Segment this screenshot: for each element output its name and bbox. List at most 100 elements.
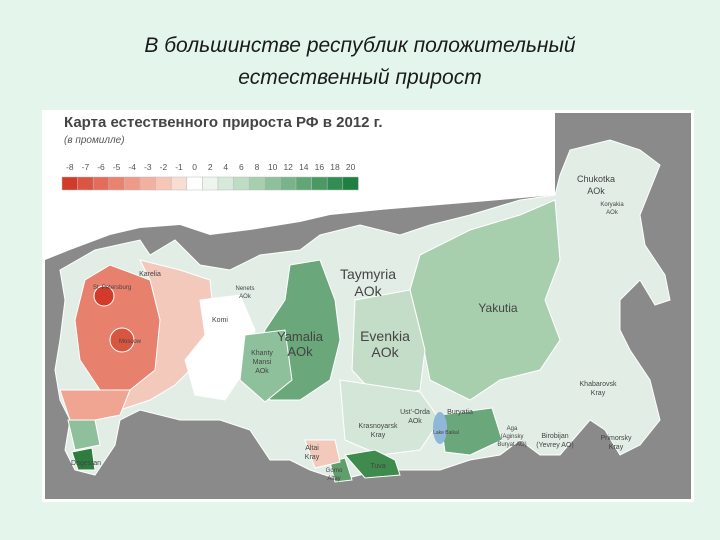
region-label: Buryatia <box>447 409 473 416</box>
legend-tick-label: -1 <box>175 162 183 172</box>
region-label: Chukotka <box>577 174 615 184</box>
region-label: Kray <box>591 390 606 397</box>
region-label: Mansi <box>253 359 272 366</box>
region <box>93 285 115 307</box>
region-label: Komi <box>212 317 228 324</box>
region-label: AOk <box>587 186 605 196</box>
region <box>74 264 161 391</box>
legend-tick-label: -4 <box>128 162 136 172</box>
legend-tick-label: 18 <box>330 162 340 172</box>
region-label: (Aginsky <box>500 434 523 440</box>
region-label: AOk <box>239 294 252 300</box>
legend-tick-label: 12 <box>283 162 293 172</box>
legend-swatch <box>202 176 219 191</box>
region <box>344 449 401 479</box>
legend-swatch <box>170 176 188 191</box>
legend-panel <box>45 195 555 260</box>
region-label: Yamalia <box>277 329 324 344</box>
region-label: Buryat AO) <box>497 442 526 448</box>
region-label: Birobijan <box>541 433 568 440</box>
region-label: St. Petersburg <box>93 285 131 291</box>
legend-tick-label: 2 <box>208 162 213 172</box>
legend-swatch <box>124 176 141 191</box>
map <box>54 139 671 483</box>
legend-swatch <box>155 176 172 191</box>
region <box>339 379 441 456</box>
legend-swatch <box>280 176 297 191</box>
region <box>239 329 293 403</box>
region-label: Altai <box>305 445 319 452</box>
legend-tick-label: -2 <box>160 162 168 172</box>
legend-tick-label: -6 <box>97 162 105 172</box>
region-label: Khabarovsk <box>580 381 617 388</box>
region-label: Karelia <box>139 271 161 278</box>
slide-title: В большинстве республик положительный <box>144 34 576 57</box>
legend-swatch <box>61 176 78 191</box>
slide-title: естественный прирост <box>238 66 481 89</box>
region-label: Khanty <box>251 350 273 357</box>
region-label: AOk <box>287 344 313 359</box>
region-label: Altay <box>327 476 340 482</box>
region-label: AOk <box>408 418 422 425</box>
region-label: Nenets <box>235 286 254 292</box>
lake <box>433 412 447 444</box>
map-subtitle: (в промилле) <box>64 135 125 146</box>
region <box>304 439 341 469</box>
region <box>109 327 135 353</box>
region-label: Yakutia <box>478 301 517 315</box>
region-label: Evenkia <box>360 328 410 344</box>
legend-swatch <box>326 176 344 191</box>
legend-swatch <box>264 176 281 191</box>
region-label: AOk <box>255 368 269 375</box>
map-title: Карта естественного прироста РФ в 2012 г… <box>64 114 383 131</box>
region-label: Aga <box>507 426 518 432</box>
legend-swatch <box>311 176 328 191</box>
region <box>184 294 256 401</box>
region <box>71 447 96 471</box>
legend-tick-label: 16 <box>315 162 325 172</box>
region <box>59 389 131 421</box>
legend-swatch <box>248 176 266 191</box>
region-label: AOk <box>606 210 619 216</box>
region-label: Koryakia <box>600 202 624 208</box>
legend-tick-label: 8 <box>255 162 260 172</box>
legend-swatch <box>217 176 234 191</box>
region-label: Krasnoyarsk <box>359 423 398 430</box>
region-label: Primorsky <box>600 435 632 442</box>
legend-swatch <box>186 176 203 191</box>
region <box>351 289 426 401</box>
legend-tick-label: 4 <box>223 162 228 172</box>
region-label: (Yevrey AO) <box>536 442 573 449</box>
legend-swatch <box>92 176 110 191</box>
legend-tick-label: -3 <box>144 162 152 172</box>
region-label: Kray <box>609 444 624 451</box>
legend-tick-label: -8 <box>66 162 74 172</box>
legend-tick-label: 20 <box>346 162 356 172</box>
region-label: Lake Baikal <box>433 430 459 436</box>
legend-tick-label: 0 <box>192 162 197 172</box>
legend-swatch <box>342 176 359 191</box>
legend-swatch <box>233 176 250 191</box>
region-label: Kray <box>305 454 320 461</box>
legend-tick-label: -5 <box>113 162 121 172</box>
region <box>329 457 353 483</box>
region <box>67 419 101 451</box>
region-label: Dagestan <box>71 460 101 467</box>
legend-swatch <box>77 176 94 191</box>
legend-swatch <box>139 176 156 191</box>
region <box>439 407 503 456</box>
legend-tick-label: -7 <box>82 162 90 172</box>
region-label: AOk <box>354 283 382 299</box>
legend-tick-label: 6 <box>239 162 244 172</box>
region-label: Taymyria <box>340 266 396 282</box>
region-label: Gorno <box>326 468 343 474</box>
region-label: Tuva <box>370 463 385 470</box>
legend-swatch <box>295 176 312 191</box>
legend-tick-label: 10 <box>268 162 278 172</box>
region-label: Ust'-Orda <box>400 409 430 416</box>
region-label: Kray <box>371 432 386 439</box>
region-label: AOk <box>371 344 399 360</box>
legend-swatch <box>108 176 125 191</box>
